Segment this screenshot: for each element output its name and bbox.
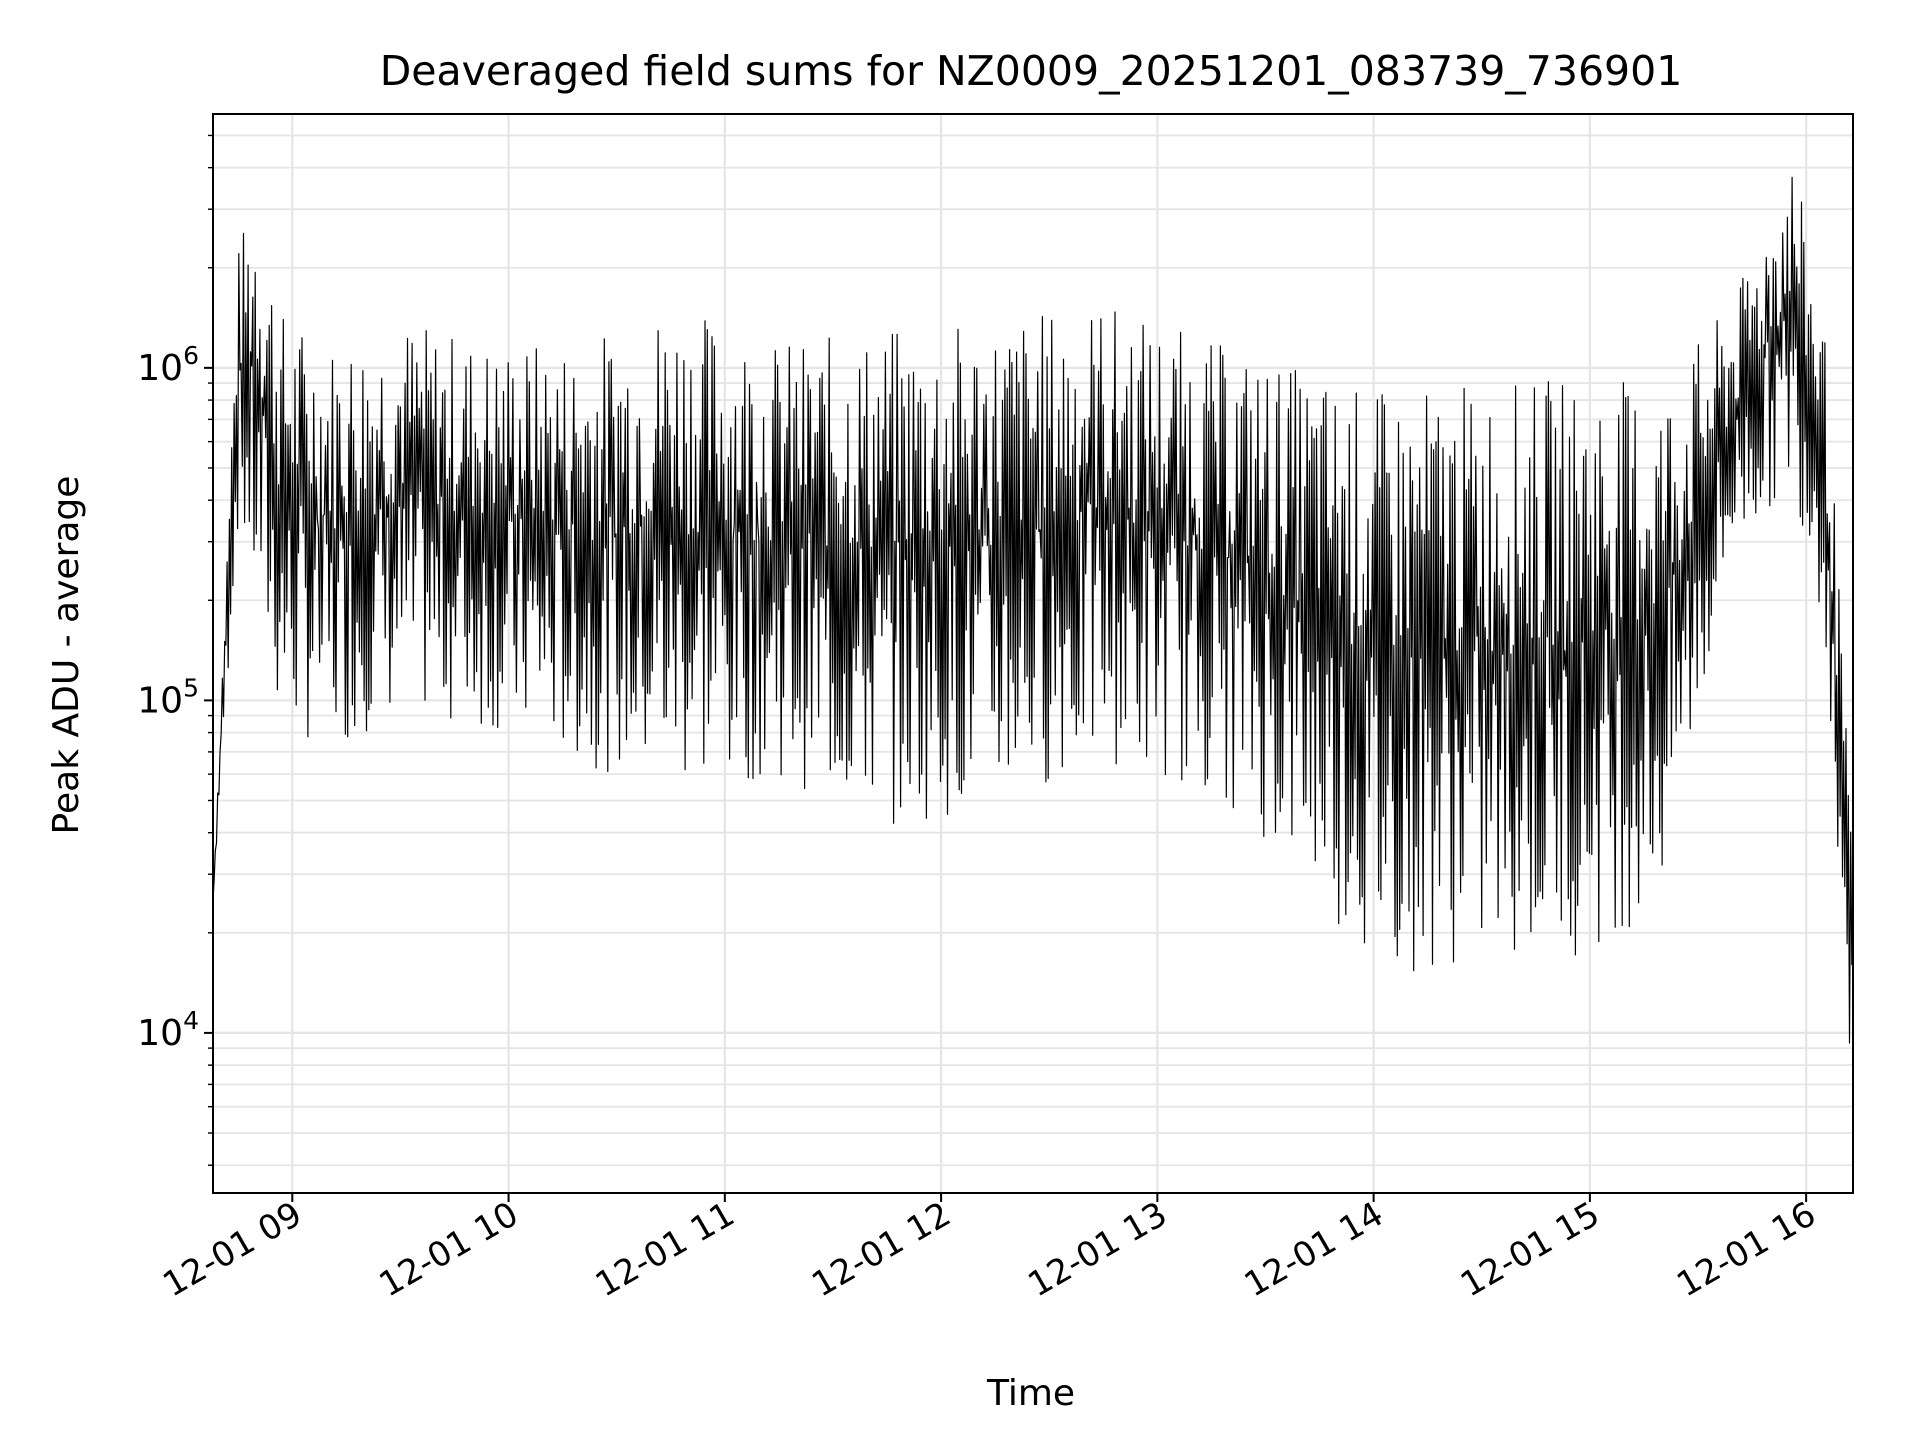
- y-tick-label: 106: [137, 341, 199, 389]
- axes: [204, 113, 1854, 1202]
- y-tick-label: 105: [137, 673, 199, 721]
- x-axis-label: Time: [986, 1373, 1075, 1414]
- y-axis-label: Peak ADU - average: [46, 476, 87, 835]
- y-tick-label: 104: [137, 1006, 199, 1054]
- y-tick-labels: 104 105 106: [137, 341, 199, 1054]
- chart-title: Deaveraged field sums for NZ0009_2025120…: [380, 47, 1683, 95]
- series-line: [212, 176, 1854, 1044]
- series-layer: [212, 176, 1854, 1044]
- plot-frame: [212, 113, 1854, 1194]
